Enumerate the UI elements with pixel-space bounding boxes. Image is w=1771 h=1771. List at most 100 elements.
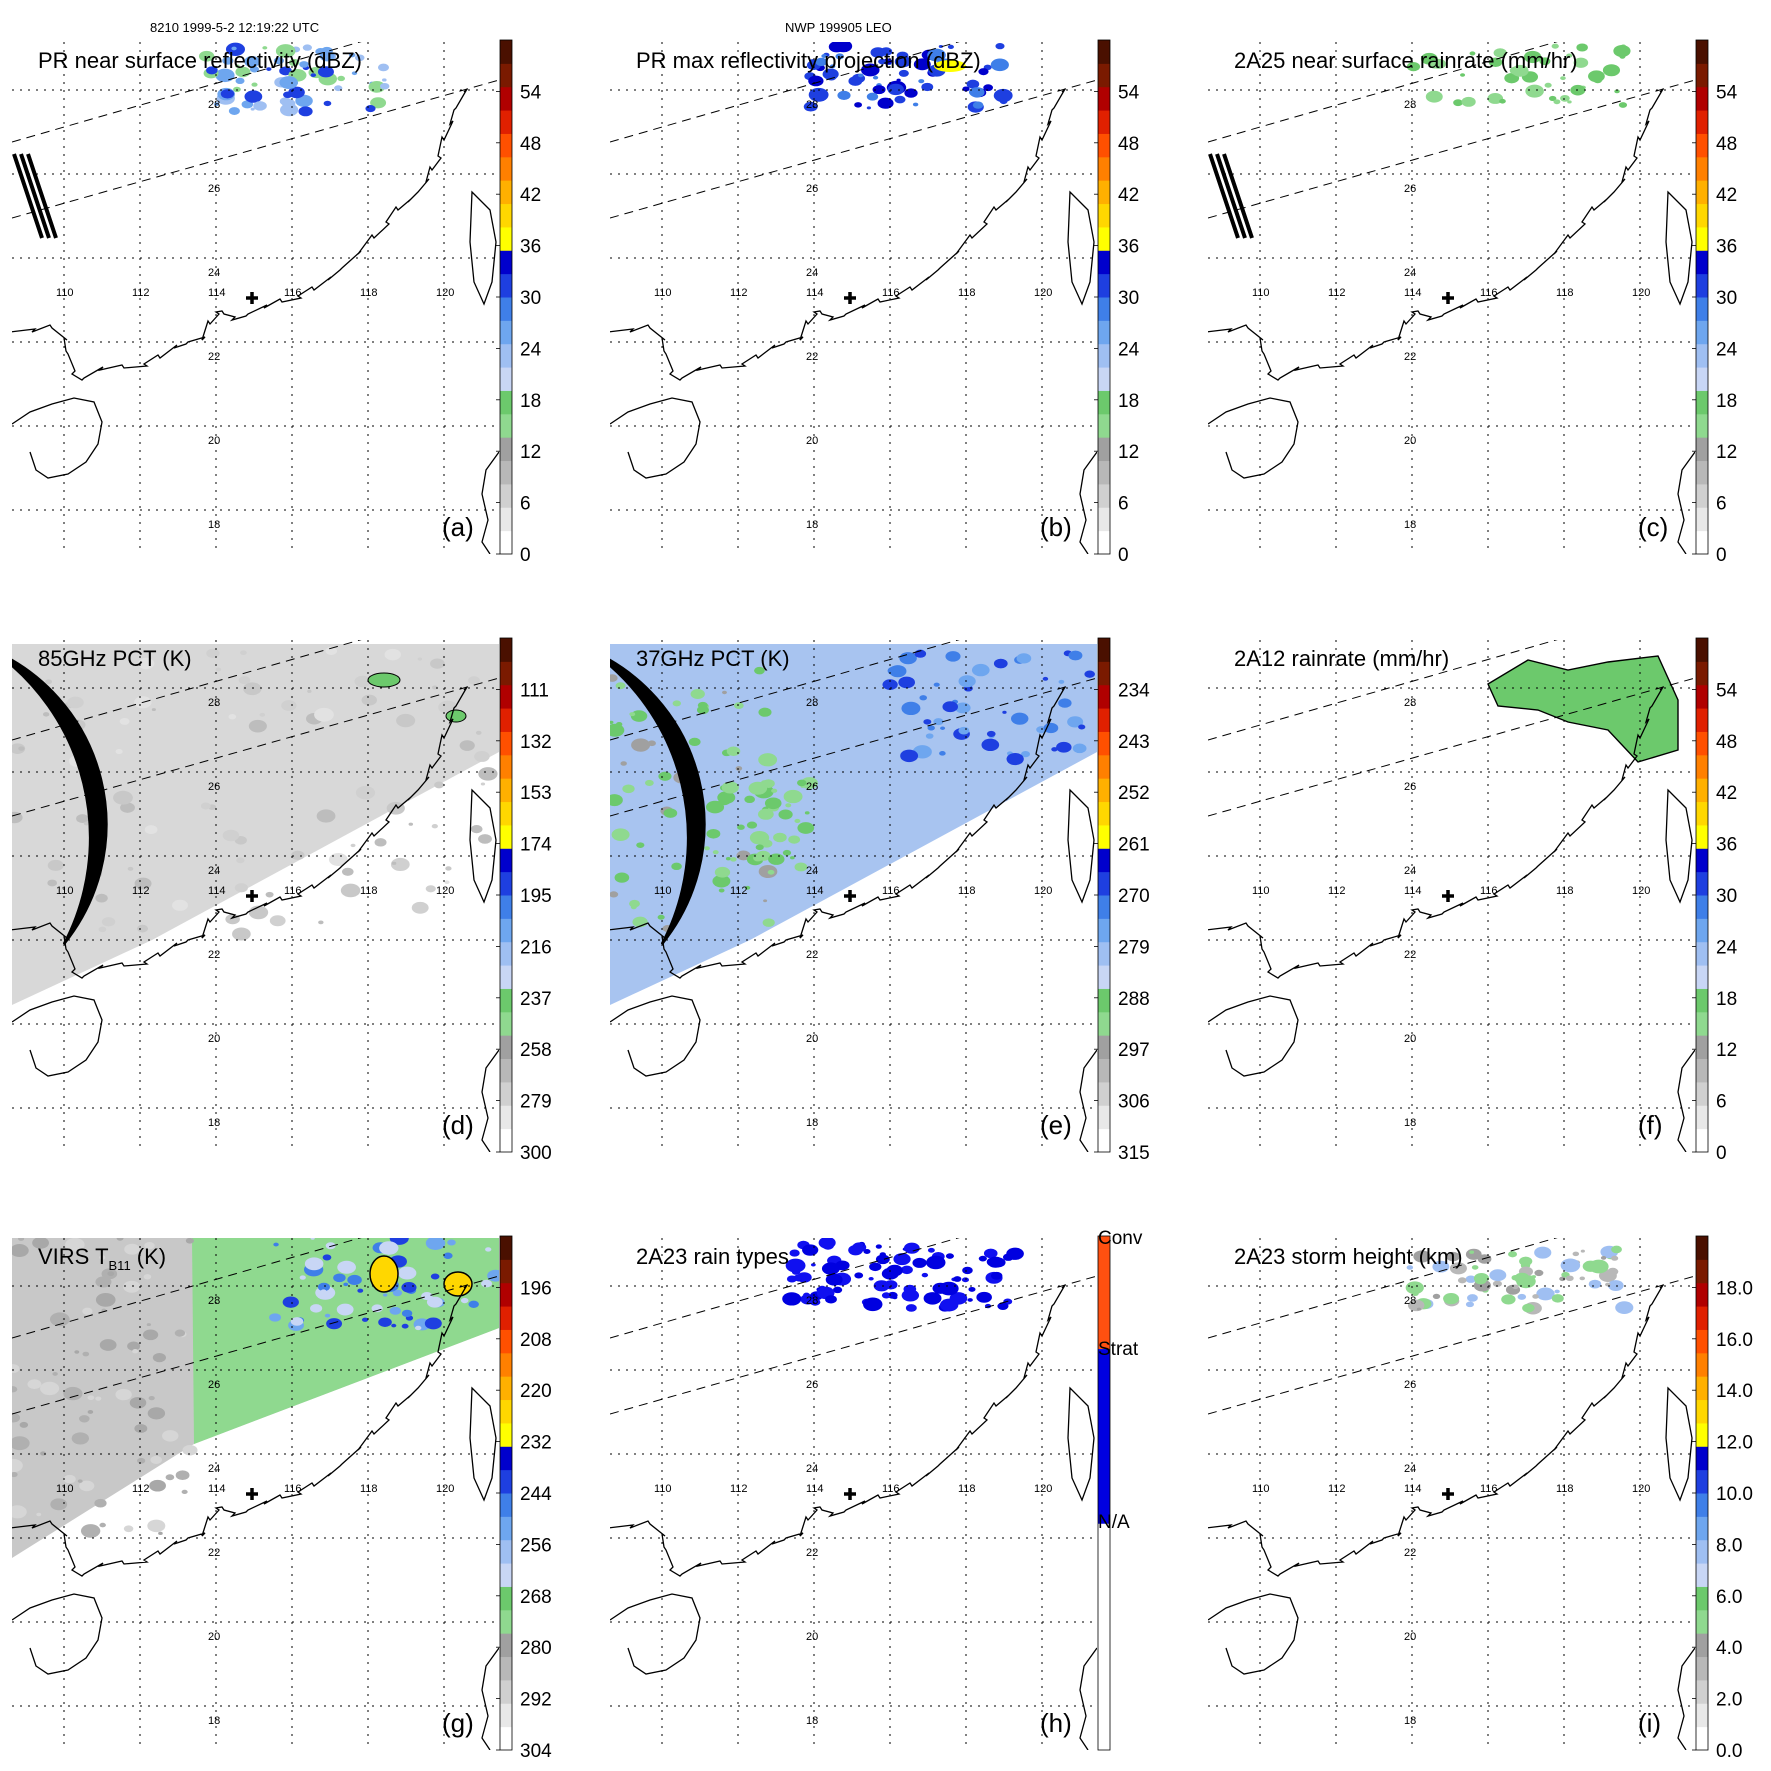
lon-label: 112 [132,287,150,299]
panel-title: 2A23 storm height (km) [1234,1244,1463,1269]
panel-letter: (a) [442,512,474,542]
lon-label: 120 [436,885,454,897]
coastline [610,88,1066,381]
lon-label: 118 [958,1483,976,1495]
colorbar-label: 132 [520,732,552,753]
colorbar-label: 42 [1716,783,1737,804]
lat-label: 28 [806,99,818,111]
coastline [12,1284,468,1577]
colorbar-label: 6 [1118,494,1129,515]
lon-label: 116 [882,1483,900,1495]
lon-label: 112 [132,1483,150,1495]
lon-label: 120 [1632,1483,1650,1495]
colorbar-label: 54 [1716,680,1738,701]
lon-label: 114 [208,287,226,299]
colorbar-label: 48 [1716,732,1737,753]
lat-label: 20 [806,435,818,447]
hainan-coast [610,995,701,1077]
scan-stripe [26,153,58,239]
colorbar-label: 48 [1118,134,1139,155]
luzon-coast [481,1647,499,1750]
lon-label: 120 [436,1483,454,1495]
lon-label: 118 [360,885,378,897]
colorbar-label: 306 [1118,1092,1150,1113]
lat-label: 24 [208,1463,220,1475]
lat-label: 28 [208,1295,220,1307]
colorbar-label: 258 [520,1040,552,1061]
panel-h: 110 112 114 116 118 120 28 26 24 22 20 18 2A23 rain … [610,1228,1143,1751]
map-area: 110 112 114 116 118 120 28 26 24 22 20 18 [610,1238,1097,1750]
panel-i: 110 112 114 116 118 120 28 26 24 22 20 18 2A23 storm… [1208,1235,1753,1762]
coastline [1208,88,1664,381]
colorbar-label: 12.0 [1716,1433,1753,1454]
map-area: 110 112 114 116 118 120 28 26 24 22 20 18 [1208,42,1695,554]
panel-title: 2A12 rainrate (mm/hr) [1234,646,1449,671]
colorbar-label: 297 [1118,1040,1150,1061]
panel-title: 2A25 near surface rainrate (mm/hr) [1234,48,1578,73]
colorbar-label: 0 [1118,545,1129,566]
map-area: 110 112 114 116 118 120 28 26 24 22 20 18 [12,42,499,554]
lat-label: 18 [806,519,818,531]
lat-label: 20 [1404,435,1416,447]
panel-d: 110 112 114 116 118 120 28 26 24 22 20 18 85GHz PCT … [12,637,552,1164]
lat-label: 24 [1404,865,1416,877]
luzon-coast [1677,451,1695,554]
colorbar-label: 30 [1716,886,1737,907]
colorbar-label: 0 [520,545,531,566]
map-area: 110 112 114 116 118 120 28 26 24 22 20 18 [610,640,1097,1152]
colorbar-label: 30 [1118,288,1139,309]
colorbar-label: 48 [1716,134,1737,155]
panel-letter: (h) [1040,1708,1072,1738]
colorbar-label: 10.0 [1716,1484,1753,1505]
station-cross-icon [1442,1488,1454,1500]
panel-title: VIRS TB11 (K) [38,1244,166,1273]
hainan-coast [610,1593,701,1675]
lon-label: 112 [1328,1483,1346,1495]
station-cross-icon [246,292,258,304]
lon-label: 114 [208,1483,226,1495]
colorbar-label: 288 [1118,989,1150,1010]
scan-stripe [1222,153,1254,239]
lat-label: 18 [1404,1715,1416,1727]
colorbar-label: 6.0 [1716,1587,1742,1608]
lat-label: 28 [806,697,818,709]
colorbar-label: 153 [520,783,552,804]
panel-letter: (f) [1638,1110,1663,1140]
colorbar-label: 18 [520,391,541,412]
lon-label: 118 [958,287,976,299]
lat-label: 22 [806,1547,818,1559]
hainan-coast [12,995,103,1077]
lat-label: 26 [208,183,220,195]
luzon-coast [1079,1049,1097,1152]
lon-label: 118 [1556,287,1574,299]
lon-label: 112 [730,287,748,299]
colorbar-label: 111 [520,680,549,701]
lon-label: 118 [1556,1483,1574,1495]
lon-label: 114 [806,885,824,897]
lon-label: 112 [1328,885,1346,897]
lon-label: 116 [882,287,900,299]
lon-label: 110 [654,885,672,897]
colorbar-label: 216 [520,937,552,958]
lat-label: 28 [1404,1295,1416,1307]
colorbar-label: 232 [520,1433,552,1454]
taiwan-coast [469,190,497,306]
colorbar-label: 16.0 [1716,1330,1753,1351]
colorbar-label: 270 [1118,886,1150,907]
coastline [610,686,1066,979]
colorbar-label: 268 [520,1587,552,1608]
panel-e: 110 112 114 116 118 120 28 26 24 22 20 18 37GHz PCT … [610,637,1150,1164]
lat-label: 20 [1404,1033,1416,1045]
lat-label: 24 [806,865,818,877]
colorbar-label: 220 [520,1381,552,1402]
lon-label: 110 [56,1483,74,1495]
colorbar-label: 42 [1716,185,1737,206]
taiwan-coast [1067,1386,1095,1502]
colorbar-label: 315 [1118,1143,1150,1164]
colorbar-label: 54 [1118,82,1140,103]
lat-label: 22 [806,351,818,363]
lat-label: 20 [208,1033,220,1045]
